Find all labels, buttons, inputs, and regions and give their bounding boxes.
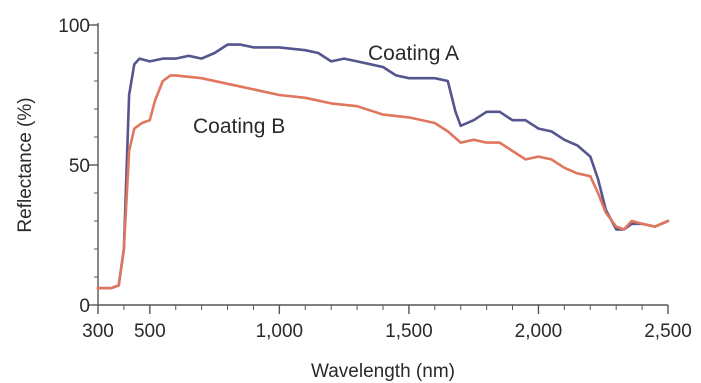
x-tick-label: 1,500: [385, 321, 433, 342]
x-tick-label: 2,000: [515, 321, 563, 342]
y-tick-label: 100: [58, 16, 90, 37]
x-axis-label: Wavelength (nm): [311, 361, 455, 382]
y-ticks: 0 50 100: [58, 16, 98, 317]
x-tick-label: 2,500: [644, 321, 692, 342]
axes: [97, 23, 668, 306]
y-tick-label: 0: [79, 296, 90, 317]
x-ticks: 300 500 1,000 1,500 2,000 2,500: [82, 305, 692, 342]
y-tick-label: 50: [69, 156, 90, 177]
x-tick-label: 300: [82, 321, 114, 342]
series-label-coating-b: Coating B: [193, 115, 285, 138]
x-tick-label: 500: [134, 321, 166, 342]
x-tick-label: 1,000: [256, 321, 304, 342]
series-label-coating-a: Coating A: [368, 42, 459, 65]
series-line-coating-b: [96, 74, 670, 290]
y-axis-label: Reflectance (%): [15, 97, 36, 232]
series-group: [96, 43, 670, 290]
series-line-coating-a: [96, 43, 670, 290]
